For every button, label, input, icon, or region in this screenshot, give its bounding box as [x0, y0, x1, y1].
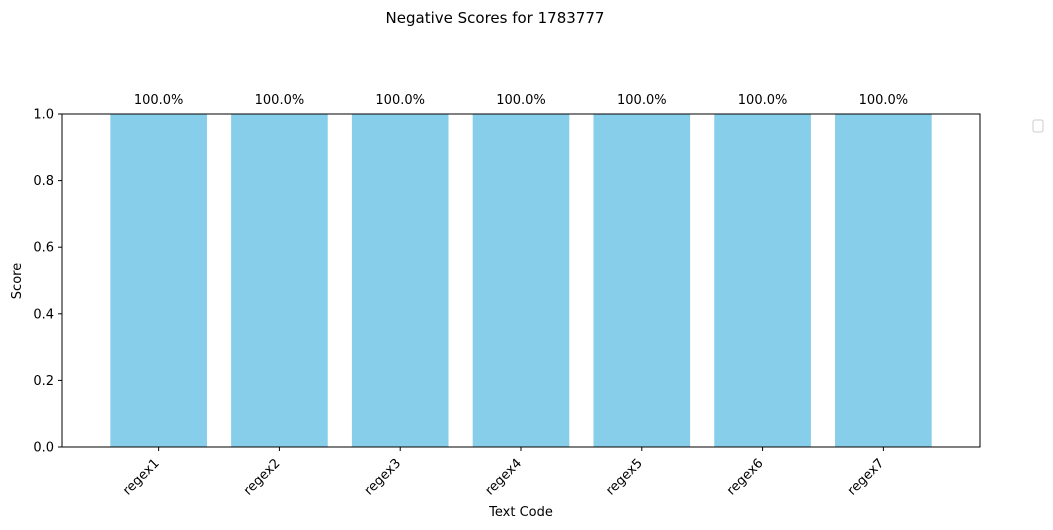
legend-box [1032, 119, 1044, 133]
data-label-regex5: 100.0% [617, 93, 667, 108]
y-tick-label-0.0: 0.0 [33, 441, 54, 456]
x-tick-label-regex3: regex3 [362, 456, 404, 498]
bar-regex1 [110, 114, 207, 447]
x-axis-label: Text Code [488, 505, 553, 520]
data-label-regex7: 100.0% [859, 93, 909, 108]
data-label-regex3: 100.0% [375, 93, 425, 108]
plot-area: 100.0% regex1 100.0% regex2 100.0% regex3 100.… [33, 93, 981, 499]
data-label-regex1: 100.0% [134, 93, 184, 108]
plot-frame [61, 113, 981, 448]
bar-regex2 [231, 114, 328, 447]
x-tick-label-regex5: regex5 [603, 456, 645, 498]
bar-regex6 [714, 114, 811, 447]
bar-regex3 [351, 114, 449, 447]
y-tick-label-0.4: 0.4 [33, 307, 54, 322]
y-axis-label: Score [10, 263, 25, 299]
data-label-regex2: 100.0% [255, 93, 305, 108]
x-tick-label-regex4: regex4 [483, 456, 525, 498]
bar-regex4 [472, 114, 570, 447]
bar-regex7 [835, 114, 932, 447]
x-tick-label-regex6: regex6 [724, 456, 766, 498]
chart-title: Negative Scores for 1783777 [386, 9, 605, 27]
x-tick-label-regex2: regex2 [241, 456, 283, 498]
x-tick-label-regex1: regex1 [120, 456, 162, 498]
y-tick-label-1.0: 1.0 [33, 108, 54, 123]
y-tick-label-0.2: 0.2 [33, 374, 54, 389]
data-label-regex4: 100.0% [496, 93, 546, 108]
data-label-regex6: 100.0% [738, 93, 788, 108]
x-tick-label-regex7: regex7 [845, 456, 887, 498]
y-tick-label-0.8: 0.8 [33, 174, 54, 189]
y-tick-label-0.6: 0.6 [33, 241, 54, 256]
bar-regex5 [593, 114, 691, 447]
